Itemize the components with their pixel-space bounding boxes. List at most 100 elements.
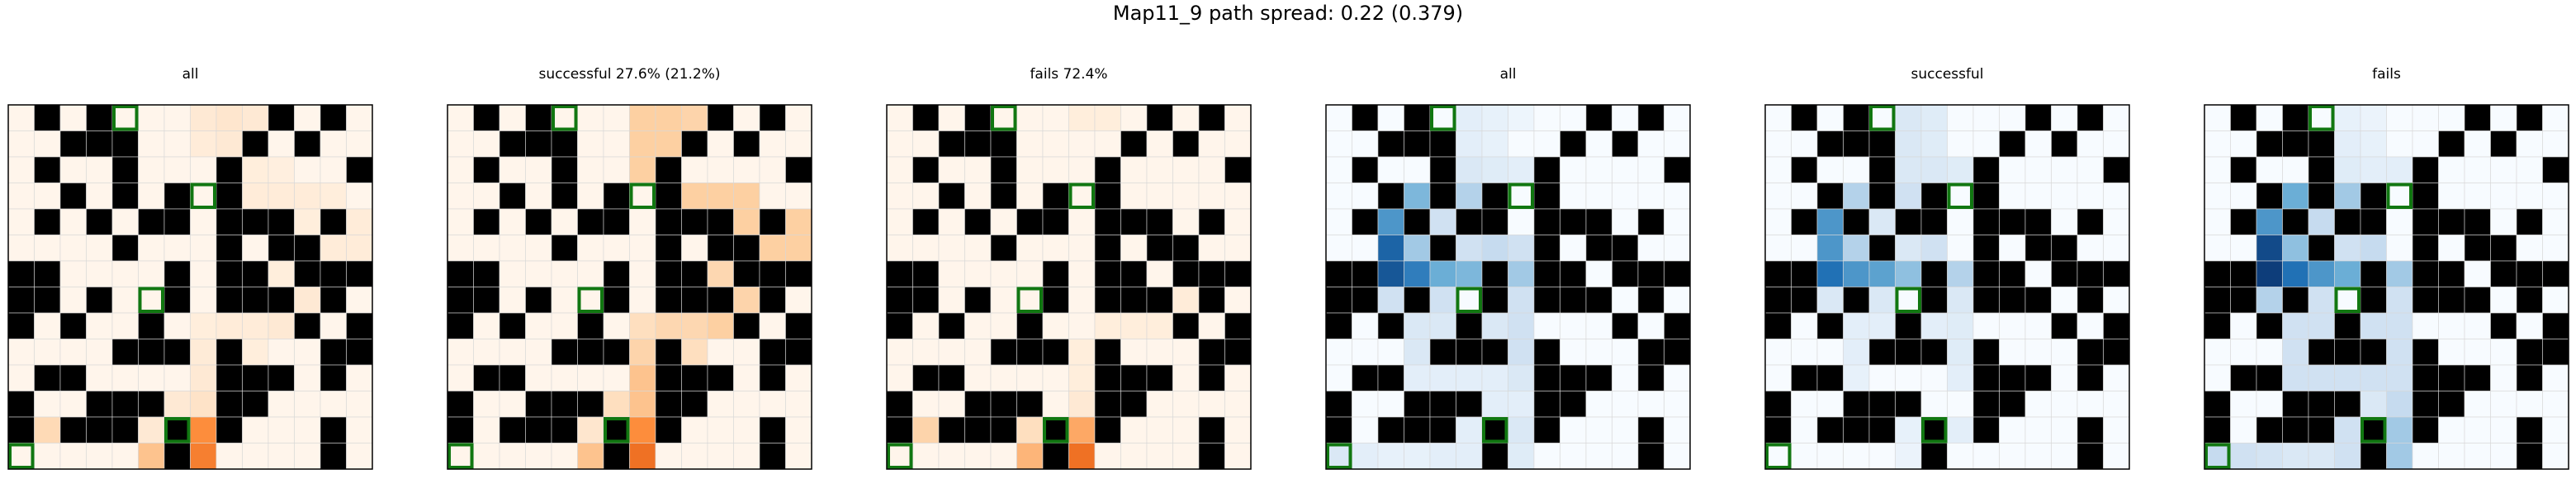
wall-cell <box>1172 260 1200 287</box>
wall-cell <box>2256 312 2283 339</box>
heat-cell <box>1224 235 1252 262</box>
heat-cell <box>577 416 604 443</box>
wall-cell <box>215 208 243 235</box>
heat-cell <box>1947 183 1974 210</box>
heat-cell <box>1042 364 1069 391</box>
heat-cell <box>163 235 191 262</box>
wall-cell <box>577 339 604 366</box>
heat-cell <box>2542 364 2569 391</box>
heat-cell <box>1972 104 2000 131</box>
wall-cell <box>1920 416 1948 443</box>
heat-cell <box>2051 391 2078 418</box>
wall-cell <box>1429 339 1456 366</box>
wall-cell <box>1120 208 1148 235</box>
heat-cell <box>1764 208 1792 235</box>
wall-cell <box>1325 312 1352 339</box>
heat-cell <box>1508 183 1535 210</box>
wall-cell <box>577 208 604 235</box>
heat-cell <box>629 208 656 235</box>
heat-cell <box>2542 208 2569 235</box>
wall-cell <box>733 260 760 287</box>
heat-cell <box>1947 130 1974 158</box>
panel-title: successful <box>1911 66 1984 83</box>
heat-cell <box>34 312 61 339</box>
heat-cell <box>603 130 630 158</box>
heat-cell <box>1068 104 1096 131</box>
heat-cell <box>1816 339 1844 366</box>
goal-marker <box>577 287 604 313</box>
wall-cell <box>346 339 373 366</box>
wall-cell <box>138 391 165 418</box>
wall-cell <box>681 130 708 158</box>
wall-cell <box>1094 208 1121 235</box>
heat-cell <box>1868 260 1896 287</box>
heat-cell <box>1585 130 1612 158</box>
heat-cell <box>2464 183 2491 210</box>
figure-title: Map11_9 path spread: 0.22 (0.379) <box>1112 2 1464 25</box>
wall-cell <box>1352 364 1379 391</box>
heat-cell <box>268 130 295 158</box>
wall-cell <box>1999 260 2026 287</box>
heat-cell <box>499 260 526 287</box>
wall-cell <box>215 287 243 314</box>
heat-cell <box>268 183 295 210</box>
heatmap-panel <box>7 104 373 470</box>
wall-cell <box>1481 416 1508 443</box>
heat-cell <box>2103 443 2130 470</box>
wall-cell <box>2516 104 2543 131</box>
wall-cell <box>912 287 940 314</box>
heat-cell <box>1198 156 1225 183</box>
heat-cell <box>1791 183 1818 210</box>
heat-cell <box>499 391 526 418</box>
wall-cell <box>2490 260 2517 287</box>
wall-cell <box>1377 416 1404 443</box>
wall-cell <box>2256 130 2283 158</box>
heat-cell <box>2256 235 2283 262</box>
wall-cell <box>1533 183 1560 210</box>
wall-cell <box>2256 416 2283 443</box>
heat-cell <box>190 364 217 391</box>
heat-cell <box>1664 208 1691 235</box>
heat-cell <box>912 416 940 443</box>
wall-cell <box>964 287 992 314</box>
heat-cell <box>1585 443 1612 470</box>
heat-cell <box>1947 208 1974 235</box>
heat-cell <box>1843 235 1870 262</box>
heat-cell <box>551 443 578 470</box>
heat-cell <box>59 287 87 314</box>
wall-cell <box>1198 260 1225 287</box>
wall-cell <box>2412 391 2439 418</box>
wall-cell <box>785 312 812 339</box>
heat-cell <box>1816 208 1844 235</box>
heat-cell <box>707 416 734 443</box>
wall-cell <box>1637 260 1664 287</box>
heat-cell <box>163 104 191 131</box>
heat-cell <box>1456 156 1483 183</box>
wall-cell <box>1637 339 1664 366</box>
wall-cell <box>1664 312 1691 339</box>
heat-cell <box>2360 391 2387 418</box>
heat-cell <box>1146 416 1173 443</box>
wall-cell <box>2360 416 2387 443</box>
wall-cell <box>59 416 87 443</box>
wall-cell <box>2230 287 2257 314</box>
wall-cell <box>2360 339 2387 366</box>
heat-cell <box>2103 208 2130 235</box>
wall-cell <box>1429 235 1456 262</box>
heat-cell <box>59 260 87 287</box>
panel-border <box>1764 104 2130 470</box>
heat-cell <box>1533 443 1560 470</box>
wall-cell <box>320 260 347 287</box>
heat-cell <box>2308 287 2335 314</box>
heat-cell <box>2464 260 2491 287</box>
wall-cell <box>1042 183 1069 210</box>
heat-cell <box>1947 104 1974 131</box>
heat-cell <box>1120 104 1148 131</box>
heat-cell <box>1481 364 1508 391</box>
wall-cell <box>294 130 321 158</box>
heat-cell <box>1791 416 1818 443</box>
wall-cell <box>2412 183 2439 210</box>
wall-cell <box>1920 443 1948 470</box>
wall-cell <box>2024 104 2052 131</box>
heat-cell <box>1533 104 1560 131</box>
